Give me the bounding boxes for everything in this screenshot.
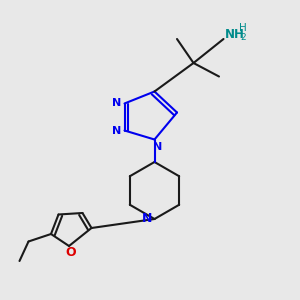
Text: H: H <box>239 23 247 33</box>
Text: N: N <box>112 125 122 136</box>
Text: NH: NH <box>225 28 245 41</box>
Text: O: O <box>65 246 76 259</box>
Text: N: N <box>112 98 122 109</box>
Text: 2: 2 <box>240 33 246 42</box>
Text: N: N <box>142 212 152 226</box>
Text: N: N <box>153 142 162 152</box>
